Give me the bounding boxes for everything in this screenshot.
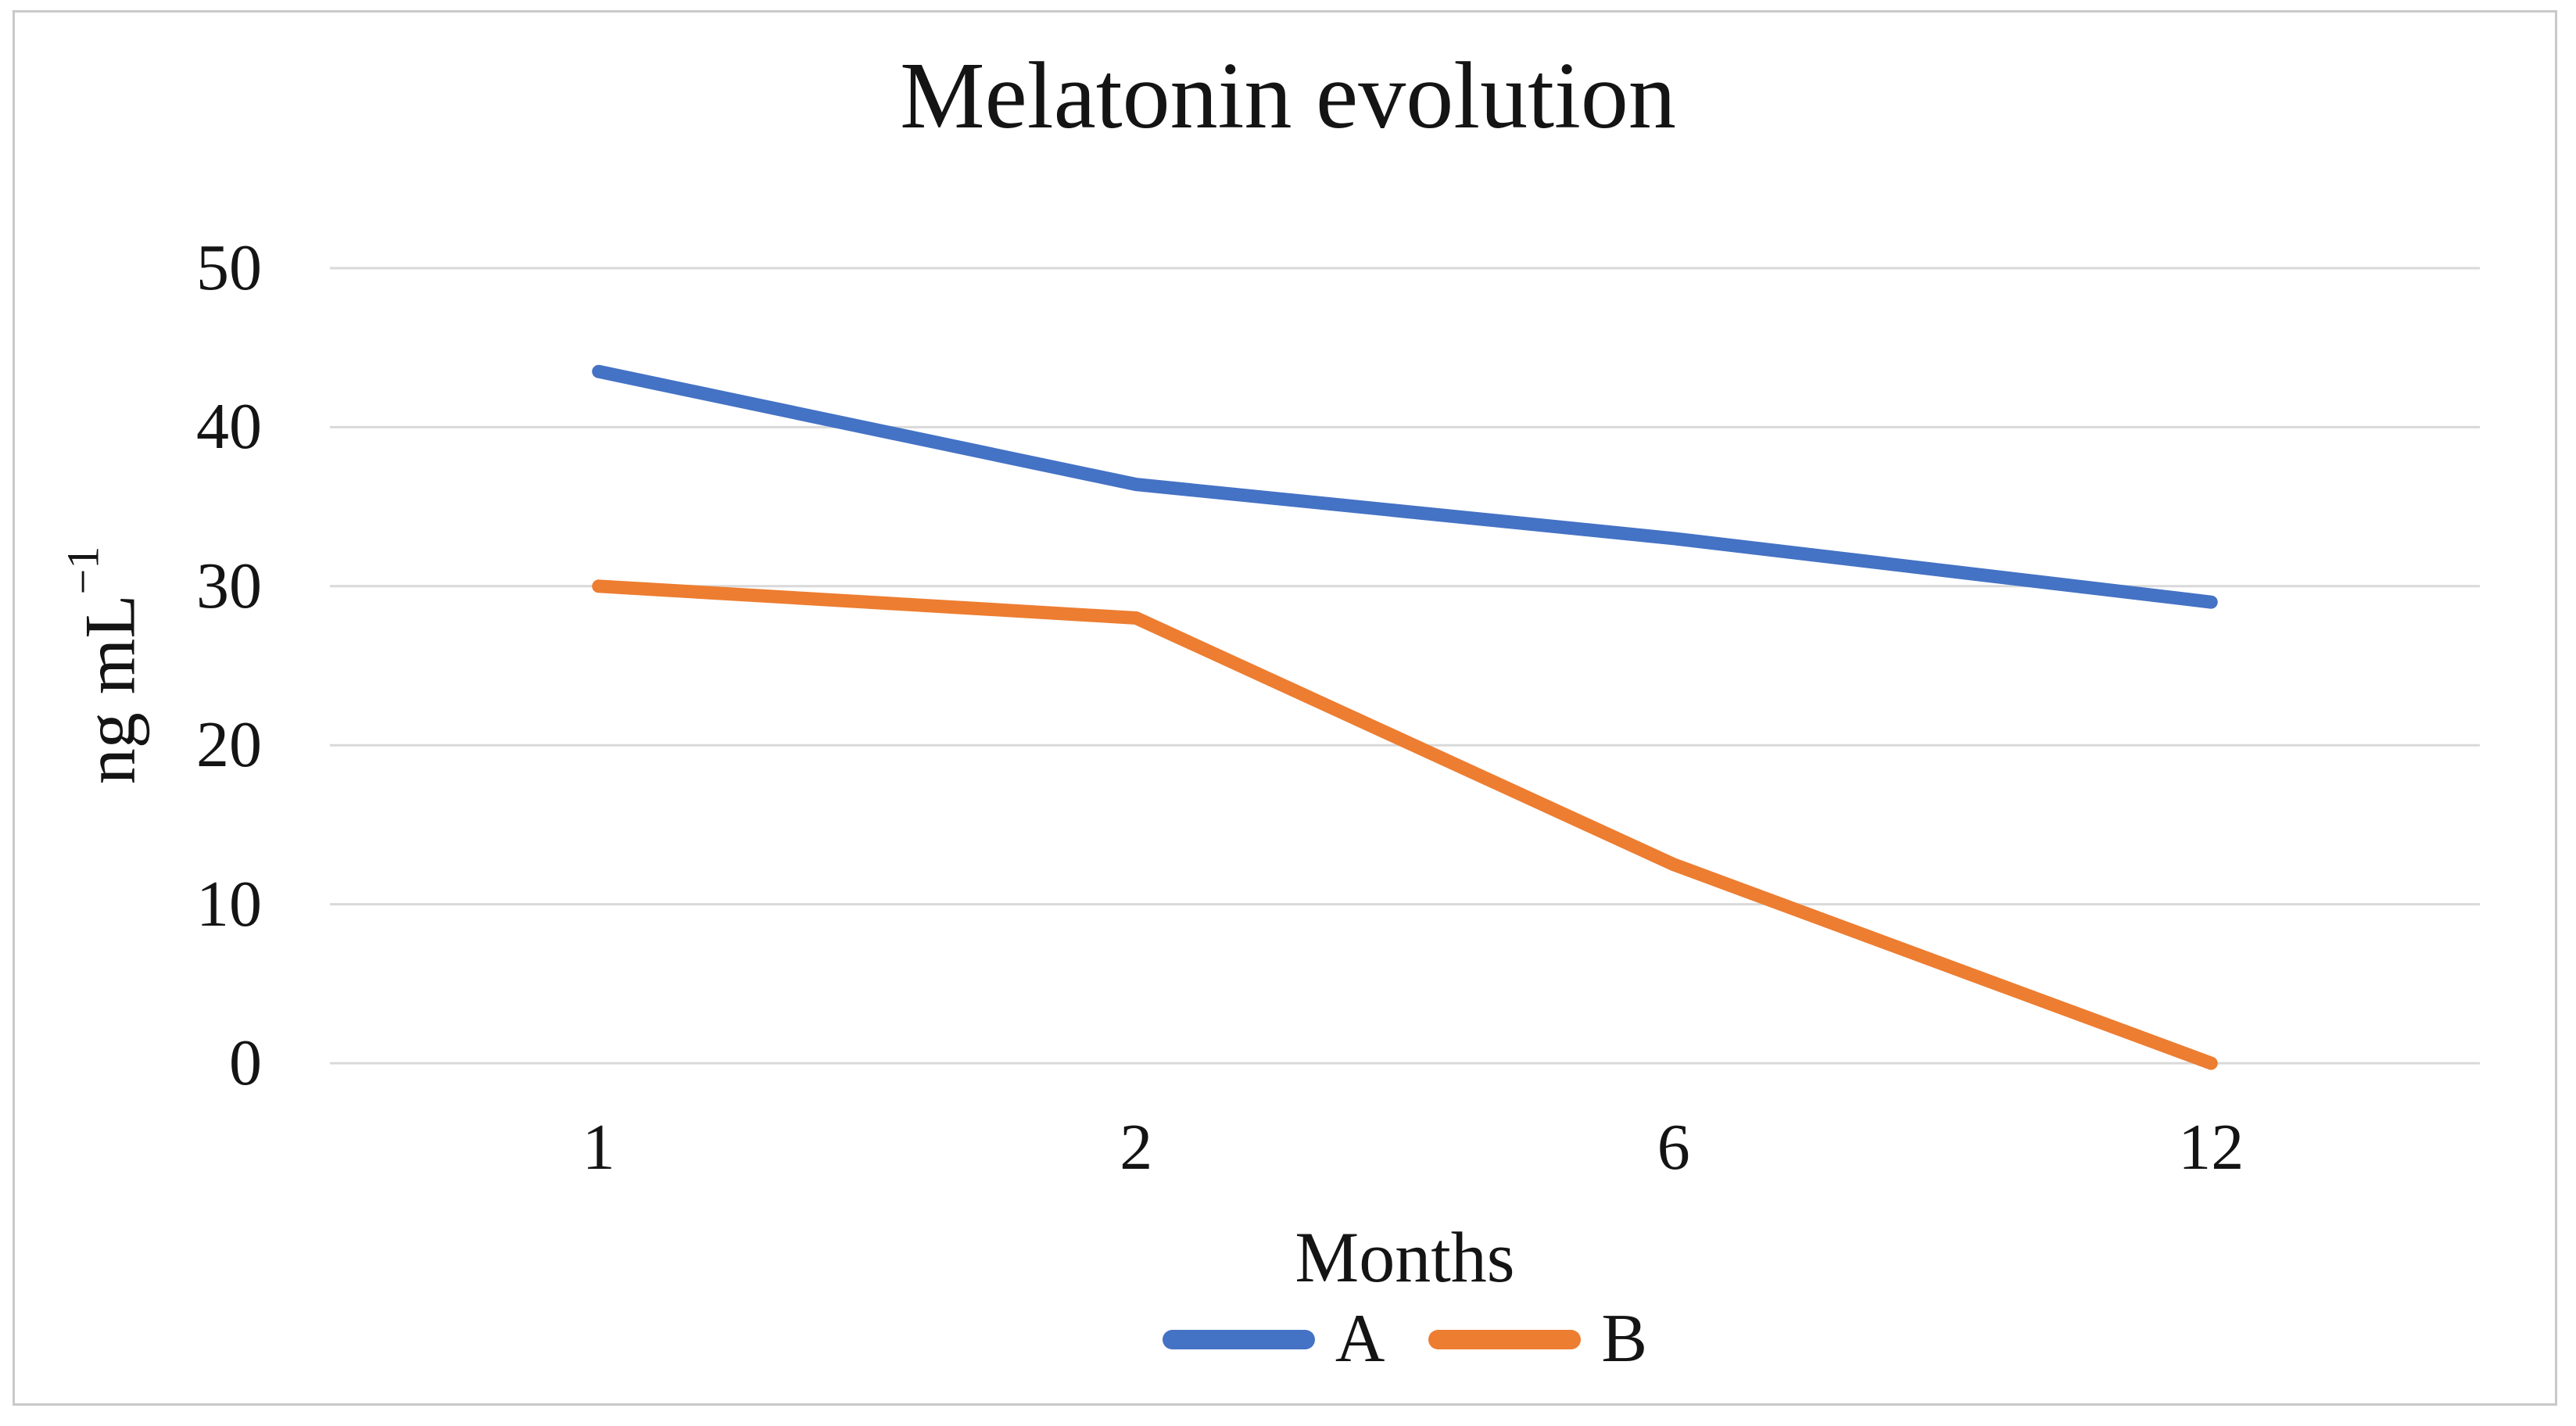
y-tick-label-50: 50 <box>196 231 262 304</box>
legend-item-B: B <box>1428 1304 1647 1374</box>
y-tick-label-30: 30 <box>196 549 262 622</box>
y-tick-label-0: 0 <box>229 1027 262 1099</box>
legend-swatch-B <box>1428 1329 1582 1349</box>
x-tick-label-6: 6 <box>1657 1111 1690 1184</box>
y-tick-label-20: 20 <box>196 708 262 782</box>
x-tick-label-12: 12 <box>2178 1111 2245 1184</box>
chart-title: Melatonin evolution <box>900 43 1676 149</box>
y-tick-label-40: 40 <box>196 390 262 464</box>
y-tick-label-10: 10 <box>196 867 262 941</box>
legend-label-B: B <box>1601 1301 1648 1377</box>
legend-swatch-A <box>1162 1329 1315 1349</box>
x-axis-title: Months <box>1295 1217 1515 1297</box>
series-A-line <box>592 364 2218 609</box>
legend-item-A: A <box>1162 1301 1385 1377</box>
series-B-line <box>592 579 2218 1070</box>
x-tick-label-2: 2 <box>1120 1111 1153 1184</box>
legend-label-A: A <box>1335 1301 1385 1377</box>
x-tick-label-1: 1 <box>582 1111 615 1184</box>
